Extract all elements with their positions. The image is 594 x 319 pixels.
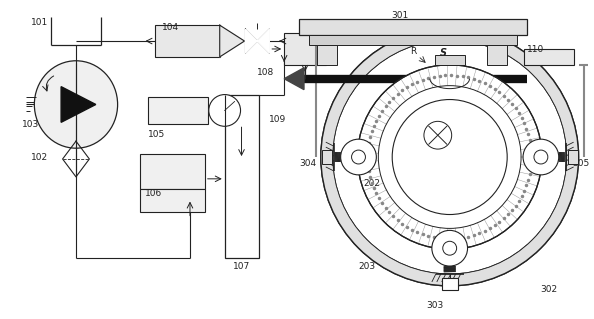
Bar (487, 45, 507, 65)
Text: 201: 201 (434, 196, 451, 205)
Text: 305: 305 (573, 160, 590, 168)
Bar (148, 97, 208, 124)
Text: 109: 109 (269, 115, 286, 124)
Text: 301: 301 (391, 11, 409, 20)
Text: ω: ω (452, 172, 463, 186)
Circle shape (358, 65, 542, 249)
Circle shape (424, 121, 451, 149)
Text: 104: 104 (162, 23, 179, 32)
Circle shape (534, 150, 548, 164)
Circle shape (333, 40, 567, 274)
Polygon shape (284, 68, 304, 90)
Circle shape (340, 139, 377, 175)
Polygon shape (61, 87, 96, 122)
Text: 202: 202 (364, 179, 380, 188)
Text: R: R (410, 48, 416, 56)
Text: $\boldsymbol{S}$: $\boldsymbol{S}$ (438, 46, 447, 58)
Circle shape (443, 241, 457, 255)
Text: 102: 102 (31, 152, 49, 161)
Ellipse shape (34, 61, 118, 148)
Circle shape (523, 139, 559, 175)
Bar (568, 150, 577, 164)
Text: 106: 106 (146, 189, 163, 198)
Bar (309, 35, 517, 45)
Circle shape (321, 28, 579, 286)
Bar (155, 25, 220, 57)
Text: 203: 203 (359, 262, 375, 271)
Text: 103: 103 (21, 120, 39, 129)
Text: 110: 110 (527, 46, 544, 55)
Text: 302: 302 (540, 286, 557, 294)
Bar (524, 49, 574, 65)
Bar (442, 278, 457, 290)
Bar (140, 189, 205, 211)
Circle shape (432, 230, 467, 266)
Text: 203: 203 (456, 131, 473, 140)
Bar (322, 150, 331, 164)
Text: 303: 303 (426, 301, 443, 310)
Circle shape (352, 150, 365, 164)
Polygon shape (245, 29, 269, 53)
Circle shape (209, 94, 241, 126)
Text: 108: 108 (257, 68, 274, 77)
Text: 107: 107 (233, 262, 250, 271)
Circle shape (392, 100, 507, 214)
Bar (140, 154, 205, 189)
Text: 304: 304 (299, 160, 316, 168)
PathPatch shape (321, 28, 579, 286)
Bar (284, 33, 326, 65)
Text: 101: 101 (31, 18, 49, 27)
Bar (317, 45, 337, 65)
Bar (435, 55, 465, 65)
Bar (225, 94, 260, 258)
Text: 105: 105 (148, 130, 166, 139)
Polygon shape (220, 25, 245, 57)
Bar (299, 19, 527, 35)
Text: V: V (446, 108, 453, 117)
